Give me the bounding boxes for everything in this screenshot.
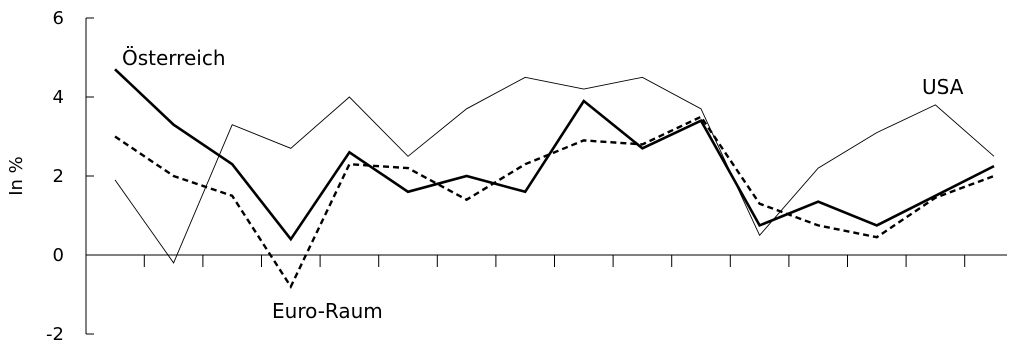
y-tick-label: 6 [53, 8, 64, 29]
series-line-0 [114, 68, 995, 242]
series-line-1 [114, 115, 995, 290]
y-axis: -2 0 2 4 6 [46, 8, 94, 345]
y-tick-label: 0 [53, 245, 64, 266]
y-tick-label: 2 [53, 166, 64, 187]
y-tick-label: -2 [46, 324, 64, 345]
series-line-2 [114, 76, 995, 264]
series-layer [114, 68, 995, 290]
x-axis [86, 254, 1007, 267]
series-label-euro-raum: Euro-Raum [272, 299, 383, 323]
y-axis-title: In % [6, 156, 27, 196]
series-label-oesterreich: Österreich [122, 46, 226, 70]
y-tick-label: 4 [53, 87, 64, 108]
series-label-usa: USA [922, 75, 964, 99]
